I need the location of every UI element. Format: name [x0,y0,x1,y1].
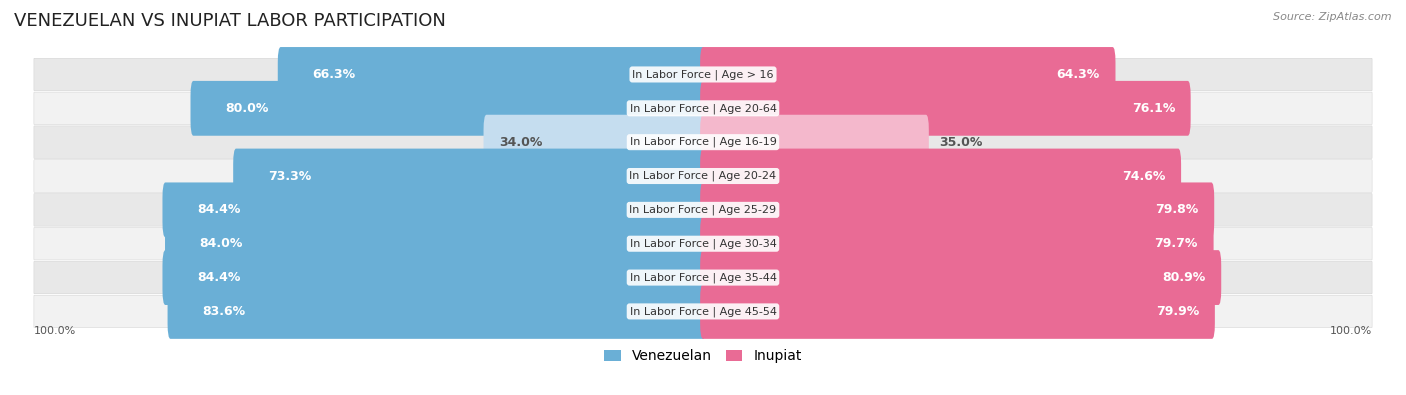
Legend: Venezuelan, Inupiat: Venezuelan, Inupiat [599,344,807,369]
FancyBboxPatch shape [34,261,1372,294]
Text: 84.4%: 84.4% [197,271,240,284]
Text: 64.3%: 64.3% [1057,68,1099,81]
FancyBboxPatch shape [278,47,706,102]
Text: 34.0%: 34.0% [499,135,543,149]
FancyBboxPatch shape [700,115,929,169]
Text: 74.6%: 74.6% [1122,169,1166,182]
Text: In Labor Force | Age 45-54: In Labor Force | Age 45-54 [630,306,776,317]
FancyBboxPatch shape [700,216,1213,271]
FancyBboxPatch shape [700,47,1115,102]
Text: In Labor Force | Age 35-44: In Labor Force | Age 35-44 [630,272,776,283]
Text: 35.0%: 35.0% [939,135,981,149]
FancyBboxPatch shape [34,160,1372,192]
Text: In Labor Force | Age > 16: In Labor Force | Age > 16 [633,69,773,80]
Text: 84.0%: 84.0% [200,237,243,250]
Text: 79.9%: 79.9% [1156,305,1199,318]
Text: 79.7%: 79.7% [1154,237,1198,250]
Text: 84.4%: 84.4% [197,203,240,216]
FancyBboxPatch shape [700,250,1222,305]
Text: In Labor Force | Age 20-24: In Labor Force | Age 20-24 [630,171,776,181]
FancyBboxPatch shape [34,228,1372,260]
FancyBboxPatch shape [484,115,706,169]
FancyBboxPatch shape [34,92,1372,124]
FancyBboxPatch shape [700,182,1215,237]
Text: 83.6%: 83.6% [202,305,246,318]
FancyBboxPatch shape [233,149,706,203]
FancyBboxPatch shape [700,149,1181,203]
FancyBboxPatch shape [34,58,1372,91]
FancyBboxPatch shape [34,295,1372,328]
Text: VENEZUELAN VS INUPIAT LABOR PARTICIPATION: VENEZUELAN VS INUPIAT LABOR PARTICIPATIO… [14,12,446,30]
Text: 73.3%: 73.3% [269,169,311,182]
Text: In Labor Force | Age 30-34: In Labor Force | Age 30-34 [630,239,776,249]
Text: 100.0%: 100.0% [34,326,76,336]
Text: In Labor Force | Age 16-19: In Labor Force | Age 16-19 [630,137,776,147]
FancyBboxPatch shape [34,194,1372,226]
FancyBboxPatch shape [165,216,706,271]
Text: 80.9%: 80.9% [1163,271,1205,284]
FancyBboxPatch shape [700,284,1215,339]
Text: 80.0%: 80.0% [225,102,269,115]
Text: Source: ZipAtlas.com: Source: ZipAtlas.com [1274,12,1392,22]
Text: In Labor Force | Age 20-64: In Labor Force | Age 20-64 [630,103,776,114]
Text: 66.3%: 66.3% [312,68,356,81]
FancyBboxPatch shape [190,81,706,136]
FancyBboxPatch shape [167,284,706,339]
Text: In Labor Force | Age 25-29: In Labor Force | Age 25-29 [630,205,776,215]
Text: 79.8%: 79.8% [1156,203,1198,216]
FancyBboxPatch shape [700,81,1191,136]
FancyBboxPatch shape [34,126,1372,158]
Text: 100.0%: 100.0% [1330,326,1372,336]
Text: 76.1%: 76.1% [1132,102,1175,115]
FancyBboxPatch shape [163,182,706,237]
FancyBboxPatch shape [163,250,706,305]
